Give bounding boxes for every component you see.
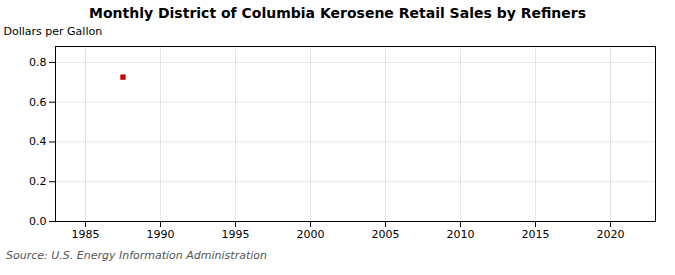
svg-text:0.0: 0.0	[29, 215, 47, 228]
svg-text:0.6: 0.6	[29, 96, 47, 109]
svg-text:2020: 2020	[597, 228, 625, 241]
html-text:Monthly District of Columbia K: Monthly District of Columbia Kerosene Re…	[89, 5, 586, 21]
svg-text:2010: 2010	[447, 228, 475, 241]
svg-text:1985: 1985	[72, 228, 100, 241]
svg-text:2015: 2015	[522, 228, 550, 241]
html-text:Source: U.S. Energy Informatio: Source: U.S. Energy Information Administ…	[6, 249, 267, 262]
svg-text:Dollars per Gallon: Dollars per Gallon	[4, 25, 103, 38]
svg-text:2005: 2005	[372, 228, 400, 241]
svg-text:2000: 2000	[297, 228, 325, 241]
svg-text:0.4: 0.4	[29, 135, 47, 148]
svg-text:0.2: 0.2	[29, 175, 47, 188]
svg-text:0.8: 0.8	[29, 56, 47, 69]
svg-text:1990: 1990	[147, 228, 175, 241]
svg-text:1995: 1995	[222, 228, 250, 241]
